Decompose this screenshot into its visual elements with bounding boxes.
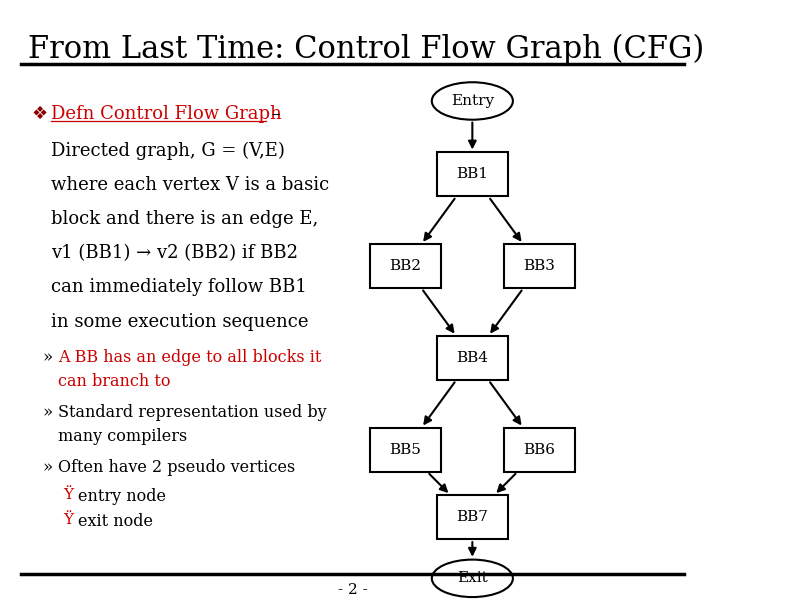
- Text: Directed graph, G = (V,E): Directed graph, G = (V,E): [51, 141, 284, 160]
- Text: entry node: entry node: [78, 488, 166, 506]
- Text: From Last Time: Control Flow Graph (CFG): From Last Time: Control Flow Graph (CFG): [29, 34, 704, 65]
- Text: –: –: [266, 105, 280, 123]
- Ellipse shape: [432, 559, 513, 597]
- Text: block and there is an edge E,: block and there is an edge E,: [51, 210, 318, 228]
- Text: exit node: exit node: [78, 513, 153, 530]
- Text: BB7: BB7: [456, 510, 489, 524]
- Text: Often have 2 pseudo vertices: Often have 2 pseudo vertices: [58, 459, 295, 476]
- Text: can immediately follow BB1: can immediately follow BB1: [51, 278, 307, 296]
- Text: v1 (BB1) → v2 (BB2) if BB2: v1 (BB1) → v2 (BB2) if BB2: [51, 244, 298, 262]
- Text: BB6: BB6: [524, 443, 555, 457]
- Text: Standard representation used by: Standard representation used by: [58, 404, 326, 421]
- Text: - 2 -: - 2 -: [337, 583, 367, 597]
- FancyBboxPatch shape: [437, 152, 508, 196]
- FancyBboxPatch shape: [504, 244, 574, 288]
- FancyBboxPatch shape: [504, 428, 574, 472]
- Text: Entry: Entry: [451, 94, 494, 108]
- FancyBboxPatch shape: [370, 244, 440, 288]
- Text: BB5: BB5: [390, 443, 421, 457]
- Text: Ÿ: Ÿ: [63, 488, 74, 502]
- Text: »: »: [42, 459, 52, 476]
- Text: »: »: [42, 404, 52, 421]
- FancyBboxPatch shape: [437, 336, 508, 380]
- Text: many compilers: many compilers: [58, 428, 187, 446]
- Text: Exit: Exit: [457, 572, 488, 585]
- Text: Defn Control Flow Graph: Defn Control Flow Graph: [51, 105, 281, 123]
- Text: BB2: BB2: [390, 259, 421, 273]
- Text: »: »: [42, 349, 52, 366]
- Text: Ÿ: Ÿ: [63, 513, 74, 527]
- Text: BB3: BB3: [524, 259, 555, 273]
- FancyBboxPatch shape: [370, 428, 440, 472]
- Text: can branch to: can branch to: [58, 373, 170, 390]
- Text: ❖: ❖: [32, 105, 48, 123]
- Text: A BB has an edge to all blocks it: A BB has an edge to all blocks it: [58, 349, 322, 366]
- Ellipse shape: [432, 82, 513, 120]
- Text: BB4: BB4: [456, 351, 489, 365]
- Text: in some execution sequence: in some execution sequence: [51, 313, 308, 330]
- FancyBboxPatch shape: [437, 495, 508, 539]
- Text: where each vertex V is a basic: where each vertex V is a basic: [51, 176, 329, 193]
- Text: BB1: BB1: [456, 168, 489, 181]
